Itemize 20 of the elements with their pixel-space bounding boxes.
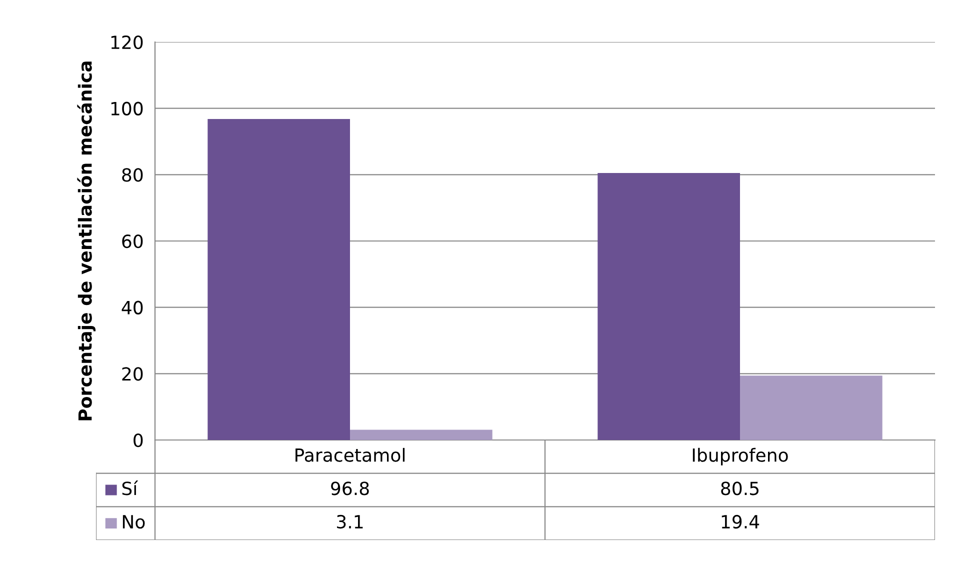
data-label: 96.8 — [331, 482, 369, 496]
y-tick-label: 120 — [111, 35, 143, 50]
bar — [598, 173, 740, 440]
data-label: 19.4 — [722, 514, 760, 529]
bar — [208, 118, 350, 440]
y-tick-label: 20 — [122, 367, 143, 381]
legend-label: No — [122, 515, 145, 529]
y-tick-label: 80 — [122, 168, 143, 182]
y-tick-label: 0 — [134, 433, 143, 448]
y-tick-label: 60 — [122, 234, 143, 248]
y-tick-label: 100 — [111, 102, 143, 116]
x-tick-label: Ibuprofeno — [692, 448, 788, 466]
x-tick-label: Paracetamol — [296, 448, 405, 462]
data-label: 3.1 — [337, 514, 363, 529]
y-axis-title: Porcentaje de ventilación mecánica — [77, 62, 96, 420]
legend-label: Sí — [122, 480, 138, 496]
bar — [350, 430, 492, 440]
bar — [740, 376, 882, 440]
y-tick-label: 40 — [122, 300, 143, 314]
data-label: 80.5 — [721, 482, 759, 496]
